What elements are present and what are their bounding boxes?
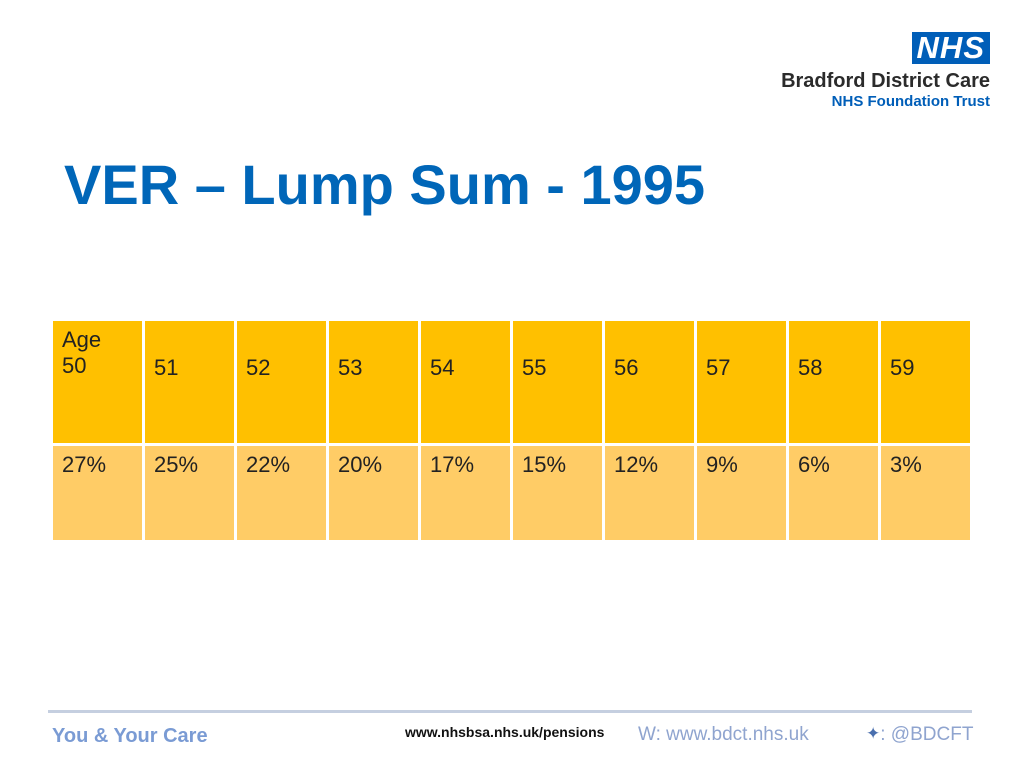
footer-tagline: You & Your Care — [52, 725, 208, 747]
org-logo: NHS Bradford District Care NHS Foundatio… — [781, 32, 990, 111]
percentage-cell: 27% — [53, 446, 142, 540]
lump-sum-table: Age 50 51 52 53 54 55 56 57 58 59 27% 25… — [50, 318, 973, 543]
twitter-bird-icon: ✦ — [866, 724, 881, 743]
age-cell: 56 — [605, 321, 694, 443]
age-cell: 55 — [513, 321, 602, 443]
twitter-handle-text: : @BDCFT — [880, 724, 974, 745]
percentage-cell: 15% — [513, 446, 602, 540]
percentage-cell: 20% — [329, 446, 418, 540]
percentage-row: 27% 25% 22% 20% 17% 15% 12% 9% 6% 3% — [53, 446, 970, 540]
percentage-cell: 17% — [421, 446, 510, 540]
age-cell: 52 — [237, 321, 326, 443]
nhsbsa-link[interactable]: www.nhsbsa.nhs.uk/pensions — [405, 724, 605, 740]
age-cell: 53 — [329, 321, 418, 443]
age-row: Age 50 51 52 53 54 55 56 57 58 59 — [53, 321, 970, 443]
age-cell: 54 — [421, 321, 510, 443]
percentage-cell: 6% — [789, 446, 878, 540]
age-cell: 51 — [145, 321, 234, 443]
age-cell: 59 — [881, 321, 970, 443]
percentage-cell: 22% — [237, 446, 326, 540]
twitter-handle[interactable]: ✦: @BDCFT — [866, 724, 973, 746]
footer-divider — [48, 710, 972, 713]
percentage-cell: 12% — [605, 446, 694, 540]
age-label: Age — [62, 327, 102, 352]
percentage-cell: 25% — [145, 446, 234, 540]
slide-title: VER – Lump Sum - 1995 — [64, 153, 706, 216]
age-cell: 57 — [697, 321, 786, 443]
org-subtitle: NHS Foundation Trust — [831, 93, 990, 110]
age-value: 50 — [62, 353, 87, 378]
website-link[interactable]: W: www.bdct.nhs.uk — [638, 724, 809, 745]
org-name: Bradford District Care — [781, 70, 990, 92]
age-cell: 58 — [789, 321, 878, 443]
percentage-cell: 3% — [881, 446, 970, 540]
percentage-cell: 9% — [697, 446, 786, 540]
nhs-badge: NHS — [911, 32, 990, 64]
age-cell: Age 50 — [53, 321, 142, 443]
